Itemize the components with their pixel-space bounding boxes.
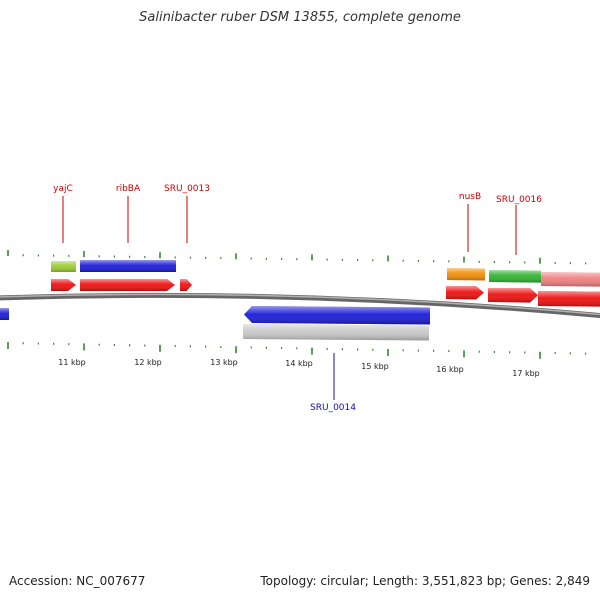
cog-nusB-shade bbox=[447, 268, 485, 281]
tick-label-11-kbp: 11 kbp bbox=[58, 358, 86, 367]
cds-left-edge[interactable] bbox=[0, 308, 9, 320]
tick-label-14-kbp: 14 kbp bbox=[285, 359, 313, 368]
gene-label-SRU-0014[interactable]: SRU_0014 bbox=[310, 403, 356, 413]
gene-label-SRU-0013[interactable]: SRU_0013 bbox=[164, 184, 210, 194]
cog-SRU-0014-shade bbox=[244, 306, 430, 325]
cds-left-edge-shade bbox=[0, 308, 9, 320]
cds-nusB-shade bbox=[446, 286, 484, 300]
cds-next[interactable] bbox=[538, 291, 600, 307]
cog-SRU-0014[interactable] bbox=[244, 306, 430, 325]
cds-ribBA[interactable] bbox=[80, 279, 175, 291]
cog-SRU-0016-shade bbox=[489, 270, 541, 283]
outer-tick-marks bbox=[7, 250, 587, 265]
tick-labels: 11 kbp 12 kbp 13 kbp 14 kbp 15 kbp 16 kb… bbox=[58, 358, 540, 378]
cog-next-shade bbox=[541, 272, 600, 287]
cds-SRU-0014-shade bbox=[243, 324, 429, 341]
cds-nusB[interactable] bbox=[446, 286, 484, 300]
cog-SRU-0016[interactable] bbox=[489, 270, 541, 283]
genome-title: Salinibacter ruber DSM 13855, complete g… bbox=[139, 10, 461, 25]
cds-yajC[interactable] bbox=[51, 279, 76, 291]
cds-next-shade bbox=[538, 291, 600, 307]
cds-SRU-0013[interactable] bbox=[180, 279, 192, 291]
tick-label-17-kbp: 17 kbp bbox=[512, 369, 540, 378]
cog-nusB[interactable] bbox=[447, 268, 485, 281]
genome-backbone bbox=[0, 292, 600, 319]
cog-yajC[interactable] bbox=[51, 261, 76, 272]
genome-backbone-highlight bbox=[0, 293, 600, 316]
tick-label-13-kbp: 13 kbp bbox=[210, 358, 238, 367]
cds-yajC-shade bbox=[51, 279, 76, 291]
cds-SRU-0013-shade bbox=[180, 279, 192, 291]
cog-ribBA[interactable] bbox=[80, 260, 176, 272]
tick-label-16-kbp: 16 kbp bbox=[436, 365, 464, 374]
cog-next[interactable] bbox=[541, 272, 600, 287]
cds-ribBA-shade bbox=[80, 279, 175, 291]
tick-label-12-kbp: 12 kbp bbox=[134, 358, 162, 367]
accession-label: Accession: NC_007677 bbox=[9, 574, 146, 588]
tick-label-15-kbp: 15 kbp bbox=[361, 362, 389, 371]
gene-label-ribBA[interactable]: ribBA bbox=[116, 184, 141, 194]
cds-SRU-0016[interactable] bbox=[488, 288, 538, 303]
gene-label-SRU-0016[interactable]: SRU_0016 bbox=[496, 195, 542, 205]
cog-ribBA-shade bbox=[80, 260, 176, 272]
gene-label-nusB[interactable]: nusB bbox=[459, 192, 481, 202]
gene-features bbox=[0, 260, 600, 341]
gene-labels: yajC ribBA SRU_0013 nusB SRU_0016 SRU_00… bbox=[53, 184, 542, 413]
gene-label-yajC[interactable]: yajC bbox=[53, 184, 73, 194]
cds-SRU-0016-shade bbox=[488, 288, 538, 303]
cds-SRU-0014[interactable] bbox=[243, 324, 429, 341]
inner-tick-marks bbox=[7, 342, 587, 359]
genome-stats: Topology: circular; Length: 3,551,823 bp… bbox=[260, 574, 590, 588]
cog-yajC-shade bbox=[51, 261, 76, 272]
